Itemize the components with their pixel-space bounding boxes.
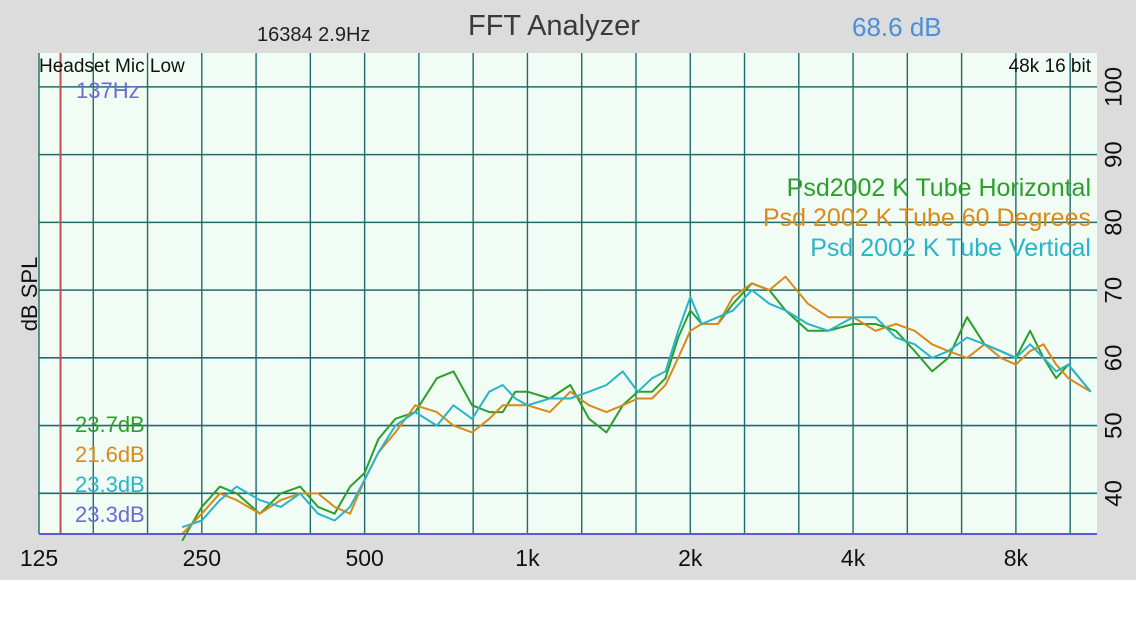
plot-area[interactable] [39, 53, 1097, 534]
legend-entry: Psd 2002 K Tube 60 Degrees [763, 204, 1091, 232]
noise-floor-label: 23.3dB [75, 502, 145, 527]
x-tick-label: 8k [1004, 545, 1029, 571]
x-tick-label: 125 [20, 545, 58, 571]
noise-floor-label: 23.7dB [75, 412, 145, 437]
cursor-frequency-label: 137Hz [76, 78, 140, 103]
y-tick-label: 50 [1101, 412, 1128, 439]
x-tick-label: 250 [183, 545, 221, 571]
x-tick-labels: 125 250 500 1k 2k 4k 8k [20, 545, 1029, 571]
x-tick-label: 500 [345, 545, 383, 571]
app-title: FFT Analyzer [468, 10, 640, 42]
input-device-label: Headset Mic Low [39, 56, 185, 77]
level-readout: 68.6 dB [852, 12, 942, 42]
fft-size-resolution: 16384 2.9Hz [257, 24, 371, 46]
series-line [181, 282, 1092, 542]
format-label: 48k 16 bit [1009, 56, 1092, 77]
y-tick-label: 70 [1101, 277, 1128, 304]
legend-entry: Psd2002 K Tube Horizontal [787, 174, 1091, 202]
fft-chart[interactable]: 40 50 60 70 80 90 100 125 250 500 1k 2k 4k 8k Headse… [0, 0, 1136, 580]
y-tick-label: 40 [1101, 480, 1128, 507]
y-tick-label: 90 [1101, 141, 1128, 168]
series-curves [181, 275, 1092, 542]
noise-floor-labels: 23.7dB 21.6dB 23.3dB 23.3dB [75, 412, 145, 527]
noise-floor-label: 23.3dB [75, 472, 145, 497]
series-line [181, 289, 1092, 529]
y-tick-label: 80 [1101, 209, 1128, 236]
y-tick-labels: 40 50 60 70 80 90 100 [1101, 67, 1128, 507]
y-tick-label: 60 [1101, 345, 1128, 372]
fft-analyzer-app: 16384 2.9Hz FFT Analyzer 68.6 dB dB SPL … [0, 0, 1136, 580]
x-tick-label: 4k [841, 545, 866, 571]
noise-floor-label: 21.6dB [75, 442, 145, 467]
series-line [181, 275, 1092, 535]
legend-entry: Psd 2002 K Tube Vertical [810, 234, 1091, 262]
x-tick-label: 1k [515, 545, 540, 571]
y-tick-label: 100 [1101, 67, 1128, 107]
x-tick-label: 2k [678, 545, 703, 571]
